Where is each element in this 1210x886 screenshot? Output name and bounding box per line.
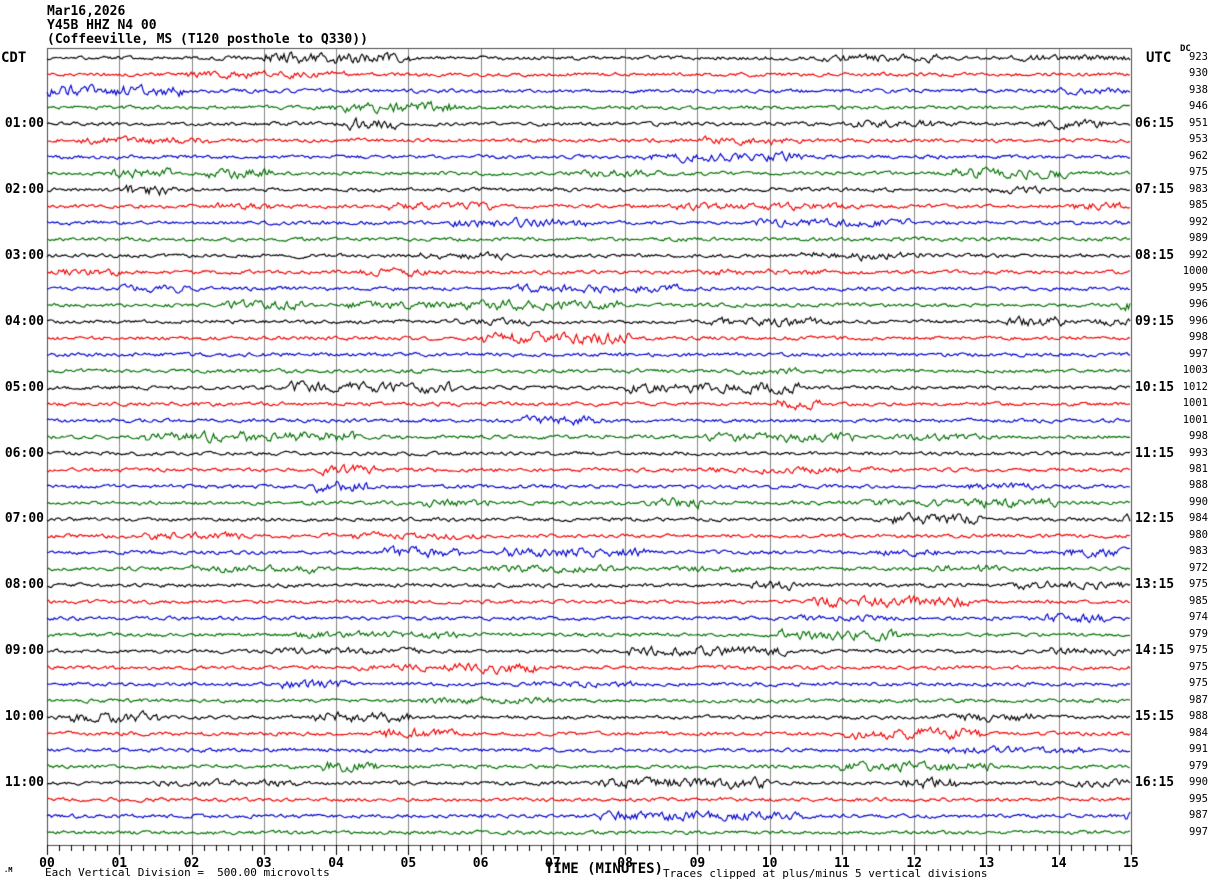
dc-value: 987 [1189, 809, 1208, 822]
dc-value: 985 [1189, 199, 1208, 212]
dc-column-header: DC [1180, 44, 1191, 54]
x-tick-label: 00 [39, 856, 55, 871]
dc-value: 984 [1189, 726, 1208, 739]
utc-hour-label: 10:15 [1135, 379, 1175, 395]
dc-value: 975 [1189, 644, 1208, 657]
dc-value: 991 [1189, 743, 1208, 756]
utc-hour-label: 09:15 [1135, 313, 1175, 329]
dc-value: 953 [1189, 133, 1208, 146]
dc-value: 981 [1189, 463, 1208, 475]
x-tick-label: 15 [1123, 856, 1139, 871]
x-tick-label: 04 [328, 856, 344, 871]
dc-value: 993 [1189, 446, 1208, 459]
cdt-hour-label: 05:00 [4, 379, 44, 395]
x-tick-label: 01 [111, 856, 128, 871]
cdt-hour-label: 04:00 [4, 313, 44, 329]
x-tick-label: 14 [1050, 856, 1067, 871]
dc-value: 995 [1189, 792, 1208, 805]
dc-value: 995 [1189, 281, 1208, 294]
x-tick-label: 12 [906, 856, 923, 871]
utc-hour-label: 11:15 [1135, 445, 1175, 461]
cdt-hour-label: 06:00 [4, 445, 44, 461]
dc-value: 1012 [1182, 380, 1208, 393]
x-tick-label: 07 [545, 856, 561, 871]
dc-value: 923 [1189, 51, 1208, 63]
cdt-hour-label: 07:00 [4, 511, 44, 527]
dc-value: 984 [1189, 512, 1208, 525]
dc-value: 979 [1189, 627, 1208, 640]
utc-hour-label: 07:15 [1135, 181, 1175, 197]
clipping-note: Traces clipped at plus/minus 5 vertical … [663, 867, 988, 880]
dc-value: 980 [1189, 528, 1208, 541]
dc-value: 988 [1189, 479, 1208, 492]
utc-hour-label: 16:15 [1135, 775, 1175, 791]
vertical-scale-note: Each Vertical Division = 500.00 microvol… [45, 866, 330, 879]
x-tick-label: 11 [834, 856, 850, 871]
dc-value: 946 [1189, 100, 1208, 113]
dc-value: 1003 [1182, 364, 1208, 377]
dc-value: 975 [1189, 166, 1208, 179]
cdt-hour-label: 10:00 [4, 709, 44, 725]
right-timezone-header: UTC [1146, 50, 1172, 66]
title-block: Mar16,2026 Y45B HHZ N4 00 (Coffeeville, … [47, 5, 368, 47]
utc-hour-label: 08:15 [1135, 247, 1175, 263]
x-tick-label: 10 [761, 856, 778, 871]
dc-value: 1001 [1182, 413, 1208, 426]
utc-hour-label: 13:15 [1135, 577, 1175, 593]
watermark-mark: .M [4, 866, 13, 874]
dc-value: 997 [1189, 825, 1208, 838]
plot-date: Mar16,2026 [47, 4, 126, 19]
cdt-hour-label: 09:00 [4, 643, 44, 659]
cdt-hour-label: 02:00 [4, 181, 44, 197]
dc-value: 979 [1189, 759, 1208, 772]
dc-value: 996 [1189, 314, 1208, 327]
dc-value: 983 [1189, 182, 1208, 195]
dc-value: 990 [1189, 495, 1208, 508]
dc-value: 1000 [1182, 265, 1208, 278]
cdt-hour-label: 03:00 [4, 247, 44, 263]
dc-value: 962 [1189, 149, 1208, 162]
x-tick-label: 05 [400, 856, 417, 871]
dc-value: 992 [1189, 248, 1208, 261]
utc-hour-label: 06:15 [1135, 115, 1175, 131]
dc-value: 930 [1189, 67, 1208, 80]
station-code: Y45B HHZ N4 00 [47, 18, 157, 33]
left-timezone-header: CDT [1, 50, 27, 66]
utc-hour-label: 12:15 [1135, 511, 1175, 527]
utc-hour-label: 15:15 [1135, 709, 1175, 725]
utc-hour-label: 14:15 [1135, 643, 1175, 659]
dc-value: 998 [1189, 430, 1208, 443]
dc-value: 983 [1189, 545, 1208, 558]
x-tick-label: 13 [978, 856, 995, 871]
dc-value: 988 [1189, 710, 1208, 723]
dc-value: 975 [1189, 677, 1208, 690]
x-tick-label: 09 [689, 856, 706, 871]
dc-value: 998 [1189, 331, 1208, 344]
dc-value: 975 [1189, 578, 1208, 591]
station-description: (Coffeeville, MS (T120 posthole to Q330)… [47, 32, 368, 47]
x-tick-label: 02 [183, 856, 200, 871]
dc-value: 938 [1189, 83, 1208, 96]
dc-value: 997 [1189, 347, 1208, 360]
dc-value: 992 [1189, 215, 1208, 228]
dc-value: 987 [1189, 693, 1208, 706]
x-tick-label: 08 [617, 856, 633, 871]
dc-value: 975 [1189, 660, 1208, 673]
cdt-hour-label: 01:00 [4, 115, 44, 131]
dc-value: 996 [1189, 298, 1208, 311]
dc-value: 989 [1189, 232, 1208, 245]
dc-value: 974 [1189, 611, 1208, 624]
dc-value: 985 [1189, 594, 1208, 607]
x-tick-label: 06 [472, 856, 489, 871]
cdt-hour-label: 11:00 [4, 775, 44, 791]
cdt-hour-label: 08:00 [4, 577, 44, 593]
x-tick-label: 03 [255, 856, 272, 871]
dc-value: 1001 [1182, 397, 1208, 410]
dc-value: 951 [1189, 116, 1208, 129]
dc-value: 990 [1189, 776, 1208, 789]
x-axis-title: TIME (MINUTES) [544, 861, 663, 877]
dc-value: 972 [1189, 561, 1208, 574]
